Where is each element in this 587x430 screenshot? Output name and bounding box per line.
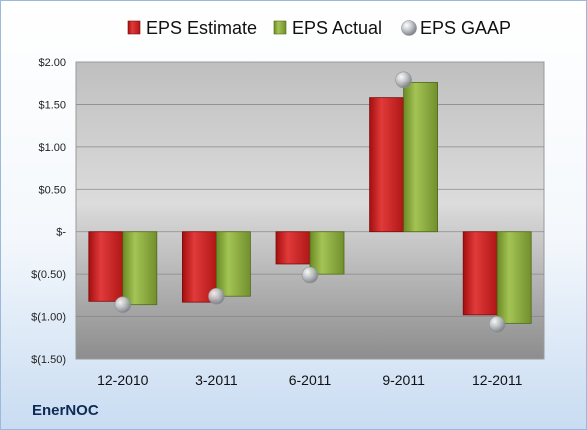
bar-eps-estimate [275,231,311,265]
bar-eps-actual [309,231,345,275]
legend-swatch [273,20,287,35]
marker-eps-gaap [395,71,412,89]
legend-swatch [401,20,417,36]
x-tick-label: 6-2011 [289,372,332,388]
company-name: EnerNOC [32,402,99,419]
x-tick-label: 12-2010 [97,372,149,388]
y-tick-label: $1.50 [38,99,66,111]
x-tick-label: 12-2011 [472,372,523,388]
y-tick-label: $(0.50) [31,269,66,281]
bar-eps-actual [122,231,158,306]
legend-swatch [127,20,141,35]
y-tick-label: $- [56,227,66,239]
legend-label: EPS Estimate [146,18,257,38]
marker-eps-gaap [208,287,225,305]
marker-eps-gaap [301,266,319,284]
legend-label: EPS GAAP [420,18,511,38]
bar-eps-estimate [88,231,124,302]
marker-eps-gaap [114,296,132,313]
bar-eps-estimate [369,97,405,233]
bar-eps-actual [215,231,251,297]
y-tick-label: $(1.50) [31,354,66,366]
y-tick-label: $0.50 [38,184,66,196]
marker-eps-gaap [488,315,506,333]
bar-eps-actual [496,231,532,324]
x-tick-label: 9-2011 [382,372,425,388]
bar-eps-actual [403,81,439,233]
bar-eps-estimate [462,231,498,316]
legend-label: EPS Actual [292,18,382,38]
y-tick-label: $(1.00) [31,312,66,324]
y-tick-label: $2.00 [38,57,66,69]
y-tick-label: $1.00 [38,142,66,154]
x-tick-label: 3-2011 [195,372,238,388]
